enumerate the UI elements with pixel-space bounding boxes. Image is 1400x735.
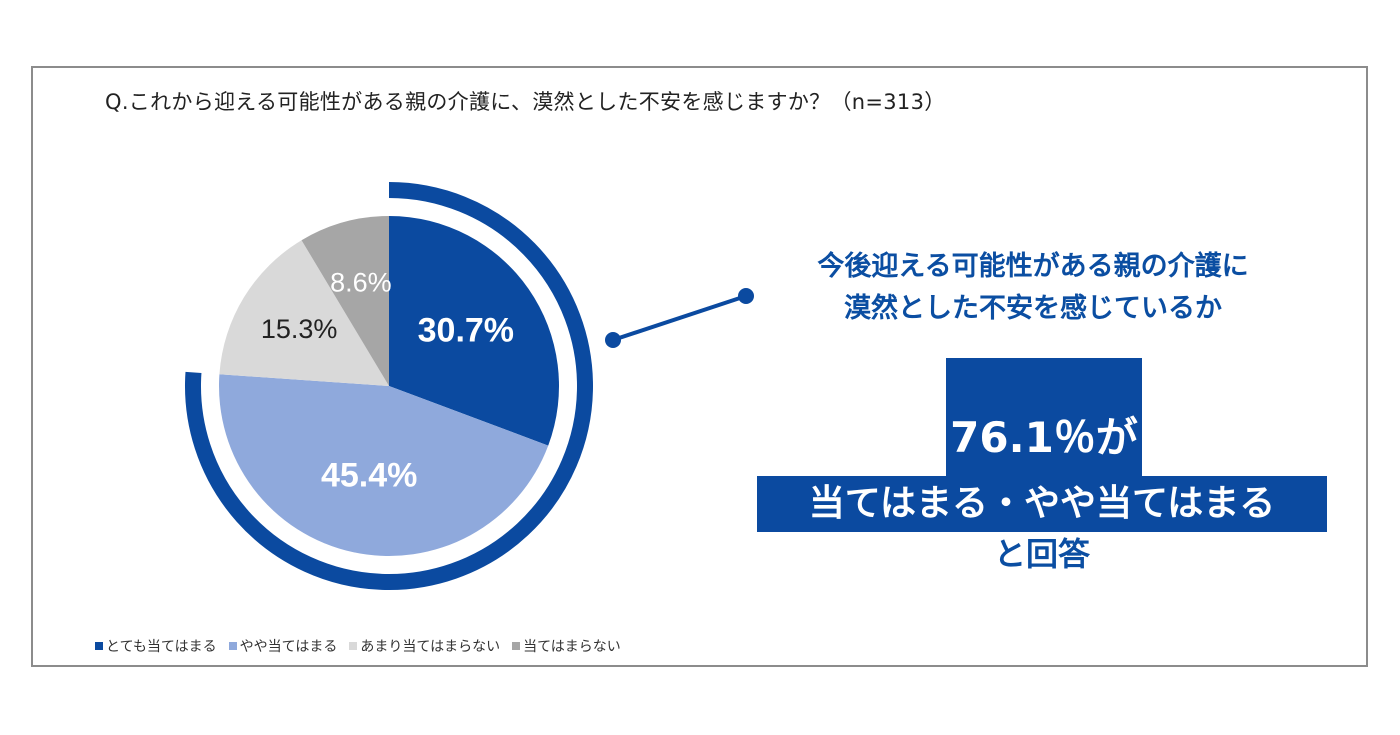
pie-slice	[389, 216, 559, 446]
legend-label: 当てはまらない	[523, 639, 621, 655]
big-percent-block	[946, 358, 1142, 476]
legend-item: あまり当てはまらない	[349, 636, 500, 656]
legend-swatch	[95, 642, 103, 650]
question-title: Q.これから迎える可能性がある親の介護に、漠然とした不安を感じますか？（n=31…	[105, 90, 946, 114]
legend-item: とても当てはまる	[95, 636, 217, 656]
pie-chart: 30.7% 45.4% 15.3% 8.6%	[185, 182, 754, 590]
big-percent: 76.1％が	[950, 413, 1138, 462]
legend-swatch	[228, 642, 237, 650]
pie-slice	[219, 374, 549, 557]
answer-band	[757, 476, 1327, 532]
legend-item: 当てはまらない	[512, 636, 621, 656]
legend-label: とても当てはまる	[106, 639, 217, 655]
answer-tail: と回答	[993, 535, 1090, 573]
chart-frame: Q.これから迎える可能性がある親の介護に、漠然とした不安を感じますか？（n=31…	[31, 66, 1368, 667]
pie-slice	[301, 216, 389, 386]
pie-slice	[219, 240, 389, 386]
callout-headline-line1: 今後迎える可能性がある親の介護に	[817, 251, 1249, 282]
slice-label: 45.4%	[321, 456, 417, 494]
callout-headline-line2: 漠然とした不安を感じているか	[844, 293, 1222, 324]
legend-swatch	[512, 642, 521, 650]
connector-dot	[605, 332, 621, 348]
connector-line	[612, 294, 747, 342]
slice-label: 8.6%	[330, 268, 392, 298]
legend-swatch	[349, 642, 358, 650]
highlight-ring	[185, 182, 593, 590]
answer-text: 当てはまる・やや当てはまる	[808, 483, 1276, 524]
slice-label: 15.3%	[261, 314, 338, 344]
connector-dot	[738, 288, 754, 304]
legend-label: あまり当てはまらない	[360, 639, 501, 655]
legend-item: やや当てはまる	[228, 636, 338, 656]
legend: とても当てはまる やや当てはまる あまり当てはまらない 当てはまらない	[95, 636, 621, 656]
slice-label: 30.7%	[418, 312, 514, 350]
callout-headline: 今後迎える可能性がある親の介護に 漠然とした不安を感じているか	[733, 246, 1333, 330]
legend-label: やや当てはまる	[239, 639, 338, 655]
